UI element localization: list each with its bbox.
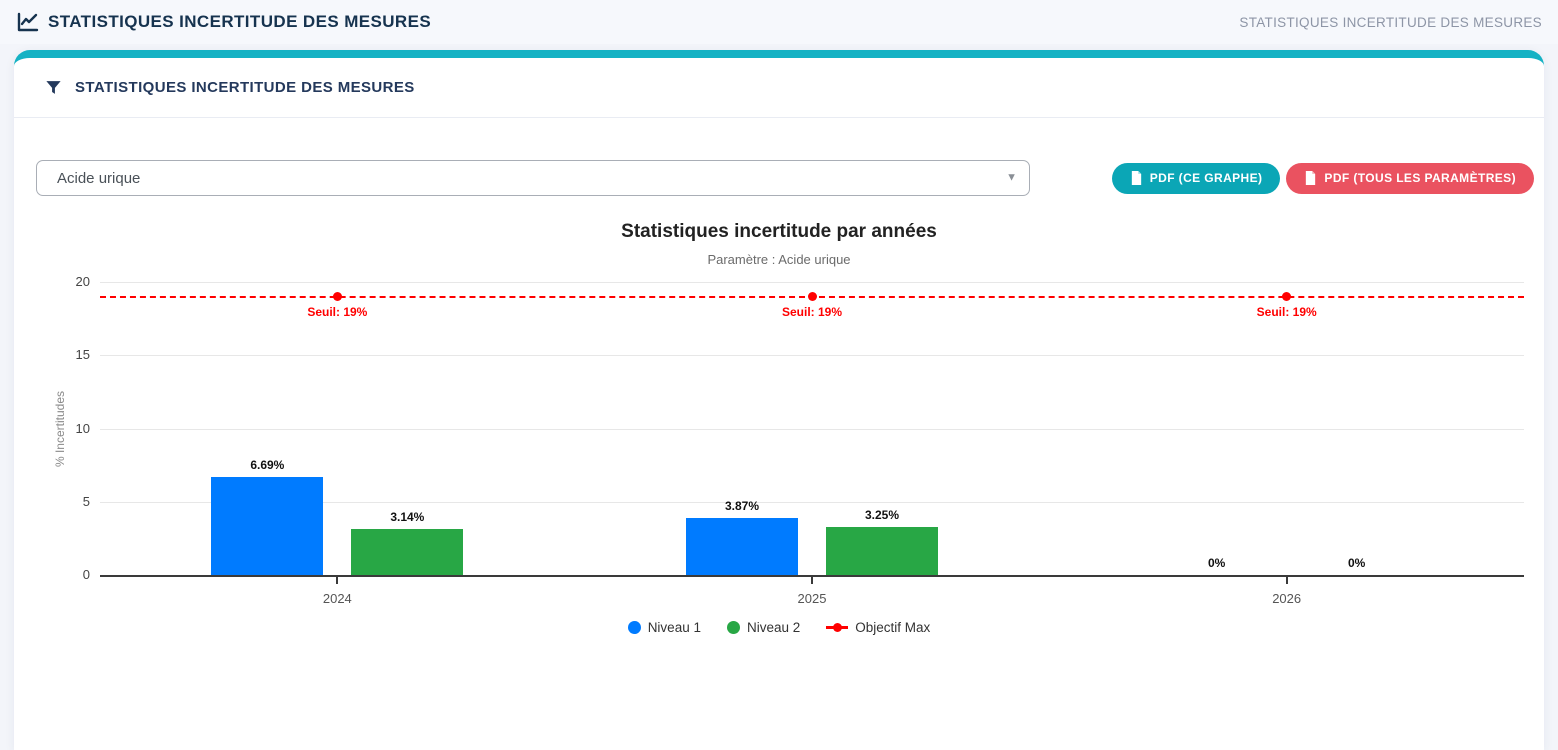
threshold-label: Seuil: 19% <box>1256 304 1317 319</box>
y-axis-tick-label: 20 <box>75 274 90 289</box>
bar-niveau-2[interactable] <box>351 528 464 575</box>
breadcrumb: STATISTIQUES INCERTITUDE DES MESURES <box>1239 14 1542 30</box>
legend-item-objectif-max[interactable]: Objectif Max <box>826 620 930 635</box>
bar-value-label: 3.87% <box>724 499 760 514</box>
pdf-graph-button-label: PDF (CE GRAPHE) <box>1149 171 1263 185</box>
bar-value-label: 6.69% <box>250 457 285 472</box>
grid-line <box>100 282 1524 283</box>
grid-line <box>100 501 1524 503</box>
chart-title: Statistiques incertitude par années <box>621 221 937 242</box>
chart-line-icon <box>16 10 40 34</box>
chevron-down-icon: ▼ <box>1006 171 1017 184</box>
chart-subtitle: Paramètre : Acide urique <box>707 252 851 267</box>
grid-line <box>100 428 1524 430</box>
x-axis-label: 2025 <box>797 591 827 606</box>
card-header: STATISTIQUES INCERTITUDE DES MESURES <box>14 58 1544 118</box>
pdf-all-params-button[interactable]: PDF (TOUS LES PARAMÈTRES) <box>1286 162 1534 194</box>
y-axis-title: % Incertitudes <box>53 390 67 468</box>
legend-label: Niveau 1 <box>647 620 701 635</box>
x-axis-tick <box>811 577 813 584</box>
x-axis-line <box>100 575 1524 577</box>
bar-value-label: 0% <box>1207 556 1226 570</box>
bar-value-label: 3.25% <box>864 508 900 523</box>
bar-niveau-1[interactable] <box>686 518 798 575</box>
pdf-file-icon <box>1304 171 1317 185</box>
legend-dot-marker <box>627 621 641 634</box>
parameter-select-value: Acide urique <box>57 169 141 187</box>
chart-legend: Niveau 1 Niveau 2 Objectif Max <box>14 620 1544 635</box>
app-header-left: STATISTIQUES INCERTITUDE DES MESURES <box>16 10 431 34</box>
threshold-point <box>332 291 342 301</box>
chart-canvas: 0 5 10 15 20 % Incertitudes 6.69% 3.14% 2024 3.87… <box>14 270 1544 678</box>
threshold-point <box>1282 291 1292 301</box>
x-axis-label: 2024 <box>322 591 352 606</box>
pdf-graph-button[interactable]: PDF (CE GRAPHE) <box>1111 162 1281 194</box>
page-title: STATISTIQUES INCERTITUDE DES MESURES <box>48 12 432 31</box>
card-title: STATISTIQUES INCERTITUDE DES MESURES <box>75 79 415 96</box>
controls-row: Acide urique ▼ PDF (CE GRAPHE) PDF (TOUS <box>36 160 1534 196</box>
y-axis-tick-label: 15 <box>75 347 90 363</box>
bar-niveau-2[interactable] <box>826 527 938 575</box>
legend-line-marker <box>826 623 849 632</box>
pdf-file-icon <box>1130 171 1143 185</box>
x-axis-tick <box>1285 577 1288 584</box>
pdf-button-group: PDF (CE GRAPHE) PDF (TOUS LES PARAMÈTRES… <box>1111 162 1534 194</box>
threshold-point <box>807 291 817 301</box>
legend-label: Niveau 2 <box>746 620 801 635</box>
y-axis-tick-label: 0 <box>82 567 90 582</box>
legend-item-niveau-2[interactable]: Niveau 2 <box>726 620 801 635</box>
stats-card: STATISTIQUES INCERTITUDE DES MESURES Aci… <box>14 50 1544 750</box>
x-axis-tick <box>336 577 339 584</box>
x-axis-label: 2026 <box>1272 591 1302 606</box>
y-axis-tick-label: 10 <box>75 420 90 436</box>
pdf-all-params-button-label: PDF (TOUS LES PARAMÈTRES) <box>1324 171 1516 185</box>
bar-niveau-1[interactable] <box>211 476 324 575</box>
bar-value-label: 0% <box>1347 556 1366 570</box>
y-axis-tick-label: 5 <box>82 493 90 509</box>
legend-dot-marker <box>726 621 740 634</box>
grid-line <box>100 355 1524 357</box>
app-header: STATISTIQUES INCERTITUDE DES MESURES STA… <box>0 0 1558 44</box>
legend-label: Objectif Max <box>855 620 931 635</box>
bar-value-label: 3.14% <box>390 509 425 524</box>
legend-item-niveau-1[interactable]: Niveau 1 <box>627 620 701 635</box>
filter-icon <box>44 78 63 97</box>
threshold-label: Seuil: 19% <box>307 304 368 319</box>
parameter-select[interactable]: Acide urique ▼ <box>36 160 1030 196</box>
threshold-label: Seuil: 19% <box>781 304 843 319</box>
